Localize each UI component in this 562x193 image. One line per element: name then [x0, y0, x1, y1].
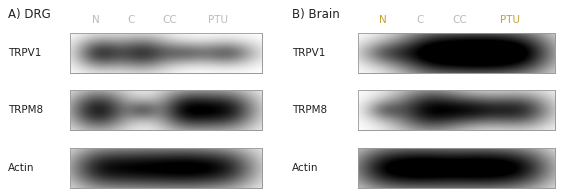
Text: PTU: PTU: [500, 15, 520, 25]
Text: TRPM8: TRPM8: [292, 105, 327, 115]
Bar: [70, 33, 262, 73]
Bar: [70, 33, 262, 73]
Bar: [358, 33, 555, 73]
Bar: [70, 148, 262, 188]
Bar: [358, 33, 555, 73]
Text: CC: CC: [452, 15, 468, 25]
Text: TRPM8: TRPM8: [8, 105, 43, 115]
Bar: [358, 148, 555, 188]
Bar: [358, 148, 555, 188]
Text: TRPV1: TRPV1: [8, 48, 42, 58]
Bar: [70, 90, 262, 130]
Text: B) Brain: B) Brain: [292, 8, 340, 21]
Text: Actin: Actin: [8, 163, 34, 173]
Text: C: C: [416, 15, 424, 25]
Text: TRPV1: TRPV1: [292, 48, 325, 58]
Bar: [70, 148, 262, 188]
Text: N: N: [92, 15, 100, 25]
Text: C: C: [128, 15, 135, 25]
Text: N: N: [379, 15, 387, 25]
Text: Actin: Actin: [292, 163, 319, 173]
Text: PTU: PTU: [208, 15, 228, 25]
Text: CC: CC: [162, 15, 178, 25]
Text: A) DRG: A) DRG: [8, 8, 51, 21]
Bar: [358, 90, 555, 130]
Bar: [70, 90, 262, 130]
Bar: [358, 90, 555, 130]
